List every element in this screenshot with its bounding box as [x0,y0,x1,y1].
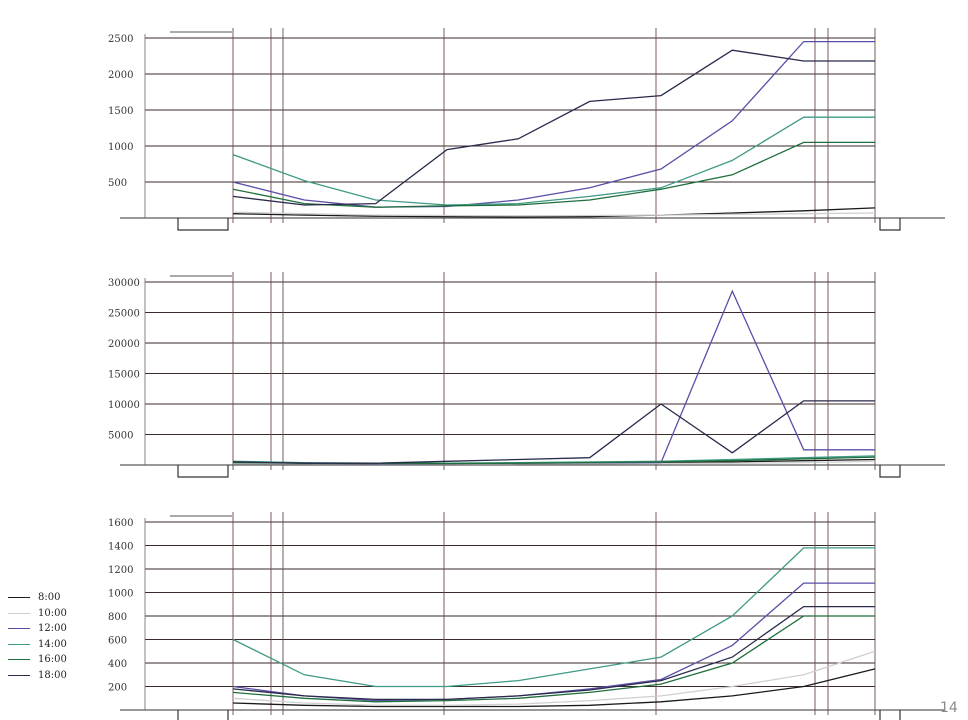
series-line [232,289,875,465]
y-tick-label: 1000 [108,589,133,600]
series-line [232,207,876,218]
y-tick-label: 1200 [108,565,133,576]
legend-item: 10:00 [8,606,98,622]
chart-panel: 30000 25000 20000 15000 10000 5000 [108,272,945,478]
y-tick-label: 1400 [108,542,133,553]
bracket-mark [177,465,229,478]
y-tick-label: 500 [108,178,127,189]
y-tick-label: 1600 [108,518,133,529]
series-line [232,211,876,217]
chart-panel: 1600 1400 1200 1000 800 600 400 200 [108,512,945,720]
y-tick-label: 1000 [108,142,133,153]
y-tick-label: 20000 [108,339,140,350]
series-line [232,547,875,688]
series-line [232,400,875,464]
legend-label: 14:00 [38,638,67,650]
legend-label: 18:00 [38,669,67,681]
y-tick-label: 1500 [108,106,133,117]
series-line [232,582,875,702]
legend-swatch [8,612,30,614]
page-number: 14 [940,700,958,716]
legend-swatch [8,597,30,599]
legend-swatch [8,674,30,676]
series-line [232,605,875,701]
bracket-mark [879,218,901,231]
bracket-mark [177,218,229,231]
series-line [232,116,875,206]
bracket-mark [879,465,901,478]
legend-swatch [8,643,30,645]
bracket-mark [879,710,901,720]
y-tick-label: 2500 [108,34,133,45]
y-tick-label: 600 [108,636,127,647]
series-line [232,615,875,703]
legend-item: 8:00 [8,590,98,606]
legend-item: 18:00 [8,668,98,684]
legend: 8:00 10:00 12:00 14:00 16:00 18:00 [8,590,98,683]
legend-label: 10:00 [38,607,67,619]
legend-item: 14:00 [8,637,98,653]
y-tick-label: 5000 [108,431,133,442]
series-line [232,40,875,208]
y-tick-label: 30000 [108,278,140,289]
legend-label: 12:00 [38,623,67,635]
series-line [232,650,876,706]
y-tick-label: 800 [108,612,127,623]
y-tick-label: 400 [108,659,127,670]
y-tick-label: 15000 [108,370,140,381]
chart-panel: 2500 2000 1500 1000 500 [108,28,945,231]
legend-label: 8:00 [38,592,61,604]
legend-swatch [8,628,30,630]
y-tick-label: 200 [108,683,127,694]
y-tick-label: 2000 [108,70,133,81]
legend-item: 16:00 [8,652,98,668]
bracket-mark [177,710,229,720]
legend-swatch [8,659,30,661]
y-tick-label: 10000 [108,400,140,411]
legend-item: 12:00 [8,621,98,637]
y-tick-label: 25000 [108,309,140,320]
series-line [232,49,875,206]
series-line [232,141,875,208]
series-line [232,668,876,708]
legend-label: 16:00 [38,654,67,666]
